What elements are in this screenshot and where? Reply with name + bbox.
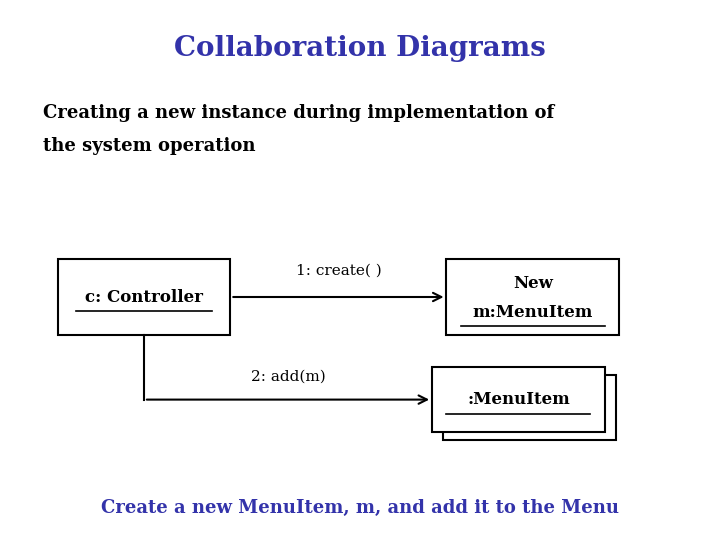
- FancyBboxPatch shape: [443, 375, 616, 440]
- FancyBboxPatch shape: [446, 259, 619, 335]
- Text: Creating a new instance during implementation of: Creating a new instance during implement…: [43, 104, 554, 123]
- Text: m:MenuItem: m:MenuItem: [472, 303, 593, 321]
- Text: 2: add(m): 2: add(m): [251, 369, 325, 383]
- Text: c: Controller: c: Controller: [85, 288, 203, 306]
- Text: 1: create( ): 1: create( ): [295, 264, 382, 278]
- Text: Collaboration Diagrams: Collaboration Diagrams: [174, 35, 546, 62]
- FancyBboxPatch shape: [58, 259, 230, 335]
- FancyBboxPatch shape: [432, 367, 605, 432]
- Text: Create a new MenuItem, m, and add it to the Menu: Create a new MenuItem, m, and add it to …: [101, 498, 619, 517]
- Text: the system operation: the system operation: [43, 137, 256, 155]
- Text: :MenuItem: :MenuItem: [467, 391, 570, 408]
- Text: New: New: [513, 275, 553, 292]
